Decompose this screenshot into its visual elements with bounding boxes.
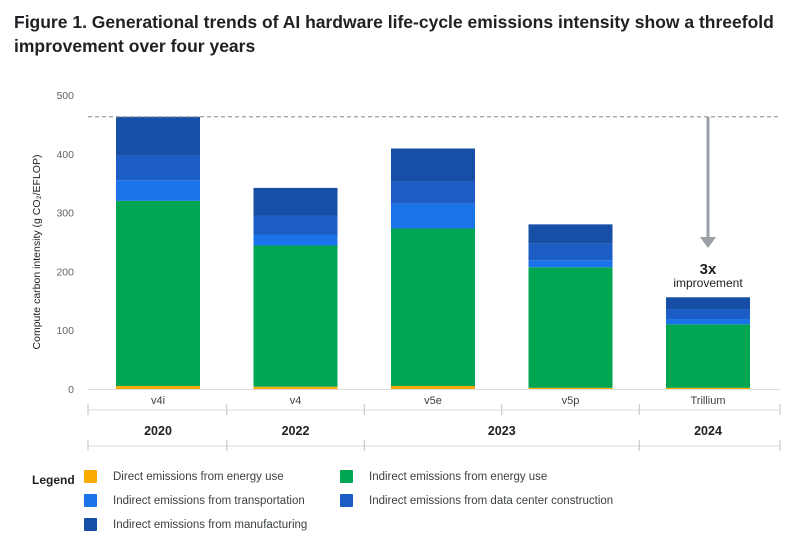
bar-segment-trillium-s4 — [666, 297, 750, 310]
bar-segment-v5p-s4 — [528, 224, 613, 244]
y-tick-label: 500 — [56, 90, 74, 102]
annotation-value: 3x — [700, 261, 717, 278]
bar-segment-v4i-s3 — [116, 155, 200, 181]
annotation-text: improvement — [673, 276, 743, 290]
x-tick-label: Trillium — [690, 395, 725, 407]
year-label: 2022 — [282, 424, 310, 438]
chart-title: Figure 1. Generational trends of AI hard… — [14, 12, 774, 56]
bar-segment-v4-s1 — [253, 245, 338, 387]
x-tick-label: v4i — [151, 395, 165, 407]
x-tick-label: v5p — [562, 395, 580, 407]
bar-segment-v5e-s1 — [391, 228, 475, 387]
y-tick-label: 100 — [56, 325, 74, 337]
bar-segment-v4i-s2 — [116, 180, 200, 201]
year-label: 2023 — [488, 424, 516, 438]
bar-segment-v4-s3 — [253, 215, 338, 235]
y-axis-title: Compute carbon intensity (g CO₂/EFLOP) — [31, 155, 43, 350]
bar-segment-v4-s4 — [253, 187, 338, 216]
y-tick-label: 0 — [68, 384, 74, 396]
bar-segment-v5e-s2 — [391, 203, 475, 229]
bar-segment-v4i-s0 — [116, 386, 200, 389]
bar-segment-v5p-s2 — [528, 260, 613, 268]
y-tick-label: 300 — [56, 208, 74, 220]
bar-segment-v5p-s0 — [528, 387, 613, 389]
year-label: 2024 — [694, 424, 722, 438]
bar-segment-v5p-s1 — [528, 267, 613, 388]
y-tick-label: 200 — [56, 266, 74, 278]
bar-segment-v4i-s4 — [116, 116, 200, 156]
bar-segment-trillium-s3 — [666, 309, 750, 320]
bar-segment-v5e-s3 — [391, 181, 475, 204]
bar-segment-v4-s2 — [253, 234, 338, 246]
bar-segment-trillium-s0 — [666, 387, 750, 389]
improvement-arrow-head — [700, 237, 716, 248]
bar-segment-trillium-s1 — [666, 324, 750, 388]
year-label: 2020 — [144, 424, 172, 438]
bar-segment-v4i-s1 — [116, 200, 200, 387]
bar-segment-trillium-s2 — [666, 319, 750, 325]
bar-segment-v4-s0 — [253, 386, 338, 389]
x-tick-label: v4 — [290, 395, 302, 407]
bar-segment-v5e-s0 — [391, 386, 475, 389]
x-tick-label: v5e — [424, 395, 442, 407]
y-tick-label: 400 — [56, 149, 74, 161]
bar-segment-v5p-s3 — [528, 243, 613, 261]
bar-segment-v5e-s4 — [391, 148, 475, 182]
